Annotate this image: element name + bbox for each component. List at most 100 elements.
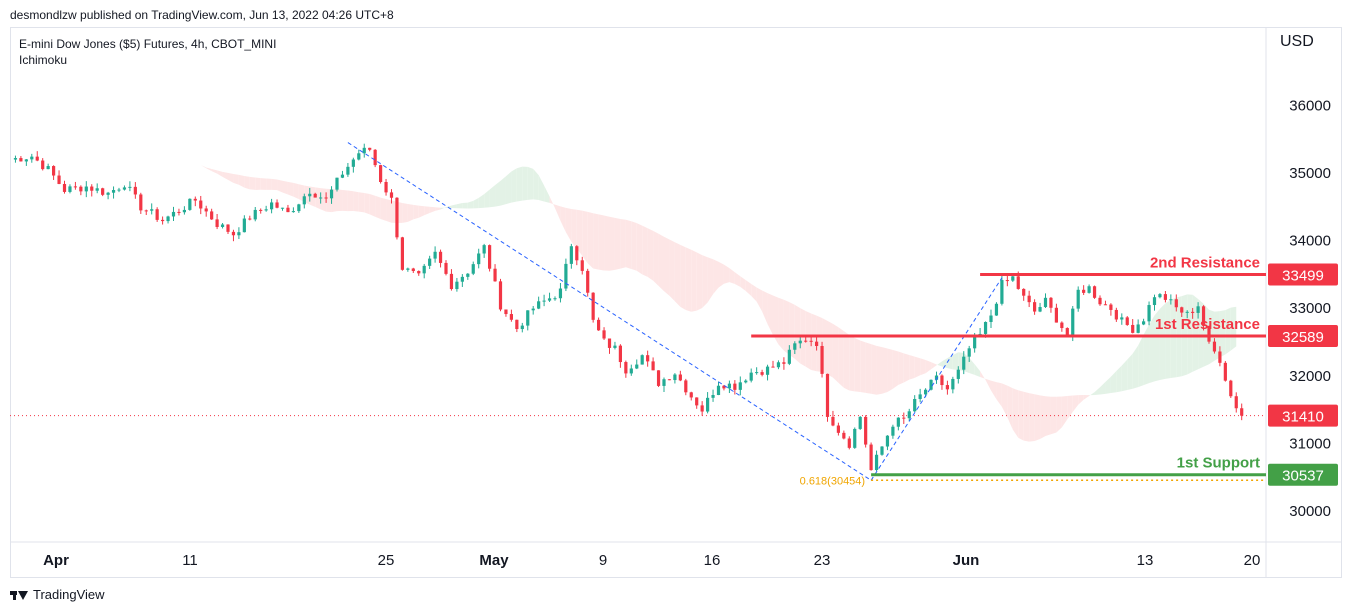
candle-body [629, 368, 633, 374]
candle-body [765, 366, 770, 375]
cloud-segment [386, 198, 392, 223]
cloud-segment [233, 173, 239, 185]
candle-body [1240, 408, 1244, 416]
candle-body [455, 281, 459, 290]
last-price-tag: 31410 [1268, 404, 1338, 427]
cloud-segment [1050, 396, 1057, 435]
candle-body [231, 231, 236, 236]
cloud-segment [664, 236, 670, 296]
cloud-segment [898, 351, 904, 385]
cloud-segment [544, 185, 550, 203]
candle-body [842, 432, 846, 439]
candle-body [444, 262, 448, 274]
candle-body [967, 348, 971, 357]
candle-body [41, 160, 45, 170]
cloud-segment [723, 264, 730, 284]
cloud-segment [157, 158, 163, 160]
cloud-segment [571, 208, 577, 249]
cloud-segment [947, 355, 953, 370]
candle-body [1076, 289, 1080, 309]
cloud-segment [636, 223, 643, 275]
candle-body [744, 380, 748, 383]
candle-body [237, 232, 241, 236]
svg-text:33499: 33499 [1282, 267, 1324, 284]
cloud-segment [745, 280, 752, 296]
candle-body [428, 258, 432, 266]
cloud-segment [653, 230, 659, 286]
candle-body [1169, 299, 1173, 301]
candle-body [1038, 307, 1042, 312]
y-tick-label: 33000 [1289, 300, 1331, 317]
uptrend-line [870, 277, 1003, 481]
cloud-segment [200, 165, 207, 169]
candle-body [1163, 294, 1167, 300]
candle-body [526, 310, 530, 326]
candle-body [591, 292, 595, 320]
candle-body [902, 417, 906, 419]
cloud-segment [429, 206, 436, 213]
candle-body [275, 202, 279, 208]
candle-body [809, 340, 813, 342]
cloud-segment [674, 242, 681, 307]
candle-body [395, 197, 399, 238]
cloud-segment [1149, 315, 1155, 384]
candle-body [869, 444, 873, 471]
cloud-segment [860, 340, 866, 393]
cloud-segment [832, 323, 839, 383]
cloud-segment [489, 185, 496, 208]
x-tick-label: 11 [182, 552, 198, 569]
y-tick-label: 36000 [1289, 97, 1331, 114]
candle-body [1071, 308, 1075, 336]
candle-body [907, 411, 911, 419]
cloud-segment [500, 176, 506, 206]
cloud-segment [189, 161, 196, 163]
candle-body [199, 200, 203, 209]
brand-label: TradingView [33, 587, 105, 602]
candle-body [858, 416, 862, 429]
candle-body [874, 454, 879, 471]
candle-body [716, 385, 721, 396]
candle-body [95, 188, 99, 191]
cloud-segment [1116, 365, 1122, 393]
candle-body [1229, 380, 1233, 397]
cloud-segment [244, 175, 250, 190]
candle-body [373, 149, 377, 166]
candle-body [580, 260, 584, 271]
cloud-segment [931, 362, 937, 370]
candle-body [727, 383, 731, 389]
candle-body [586, 270, 590, 293]
candle-body [1223, 362, 1227, 381]
candle-body [182, 209, 186, 213]
cloud-segment [783, 299, 790, 355]
candle-body [422, 265, 426, 274]
cloud-segment [887, 348, 893, 393]
y-tick-label: 34000 [1289, 233, 1331, 250]
candle-body [19, 158, 23, 162]
cloud-segment [309, 186, 316, 207]
candle-body [493, 268, 497, 282]
candle-body [106, 192, 110, 195]
candle-body [1185, 311, 1189, 313]
candle-body [150, 209, 154, 211]
candle-body [1065, 328, 1069, 336]
candle-body [242, 218, 246, 233]
cloud-segment [811, 313, 817, 372]
candle-body [624, 362, 628, 374]
cloud-segment [1056, 396, 1062, 433]
cloud-segment [478, 194, 485, 209]
publisher-header: desmondlzw published on TradingView.com,… [10, 8, 394, 22]
candle-body [308, 193, 312, 197]
candle-body [542, 300, 546, 302]
cloud-segment [865, 342, 872, 394]
cloud-segment [631, 221, 637, 271]
candle-body [1147, 305, 1151, 322]
candle-body [1125, 317, 1129, 325]
price-tag-32589: 32589 [1268, 324, 1338, 347]
candle-body [13, 158, 18, 160]
cloud-segment [1187, 294, 1193, 375]
candle-body [864, 416, 868, 445]
candle-body [466, 273, 470, 277]
cloud-segment [729, 268, 735, 284]
candle-body [945, 385, 949, 390]
